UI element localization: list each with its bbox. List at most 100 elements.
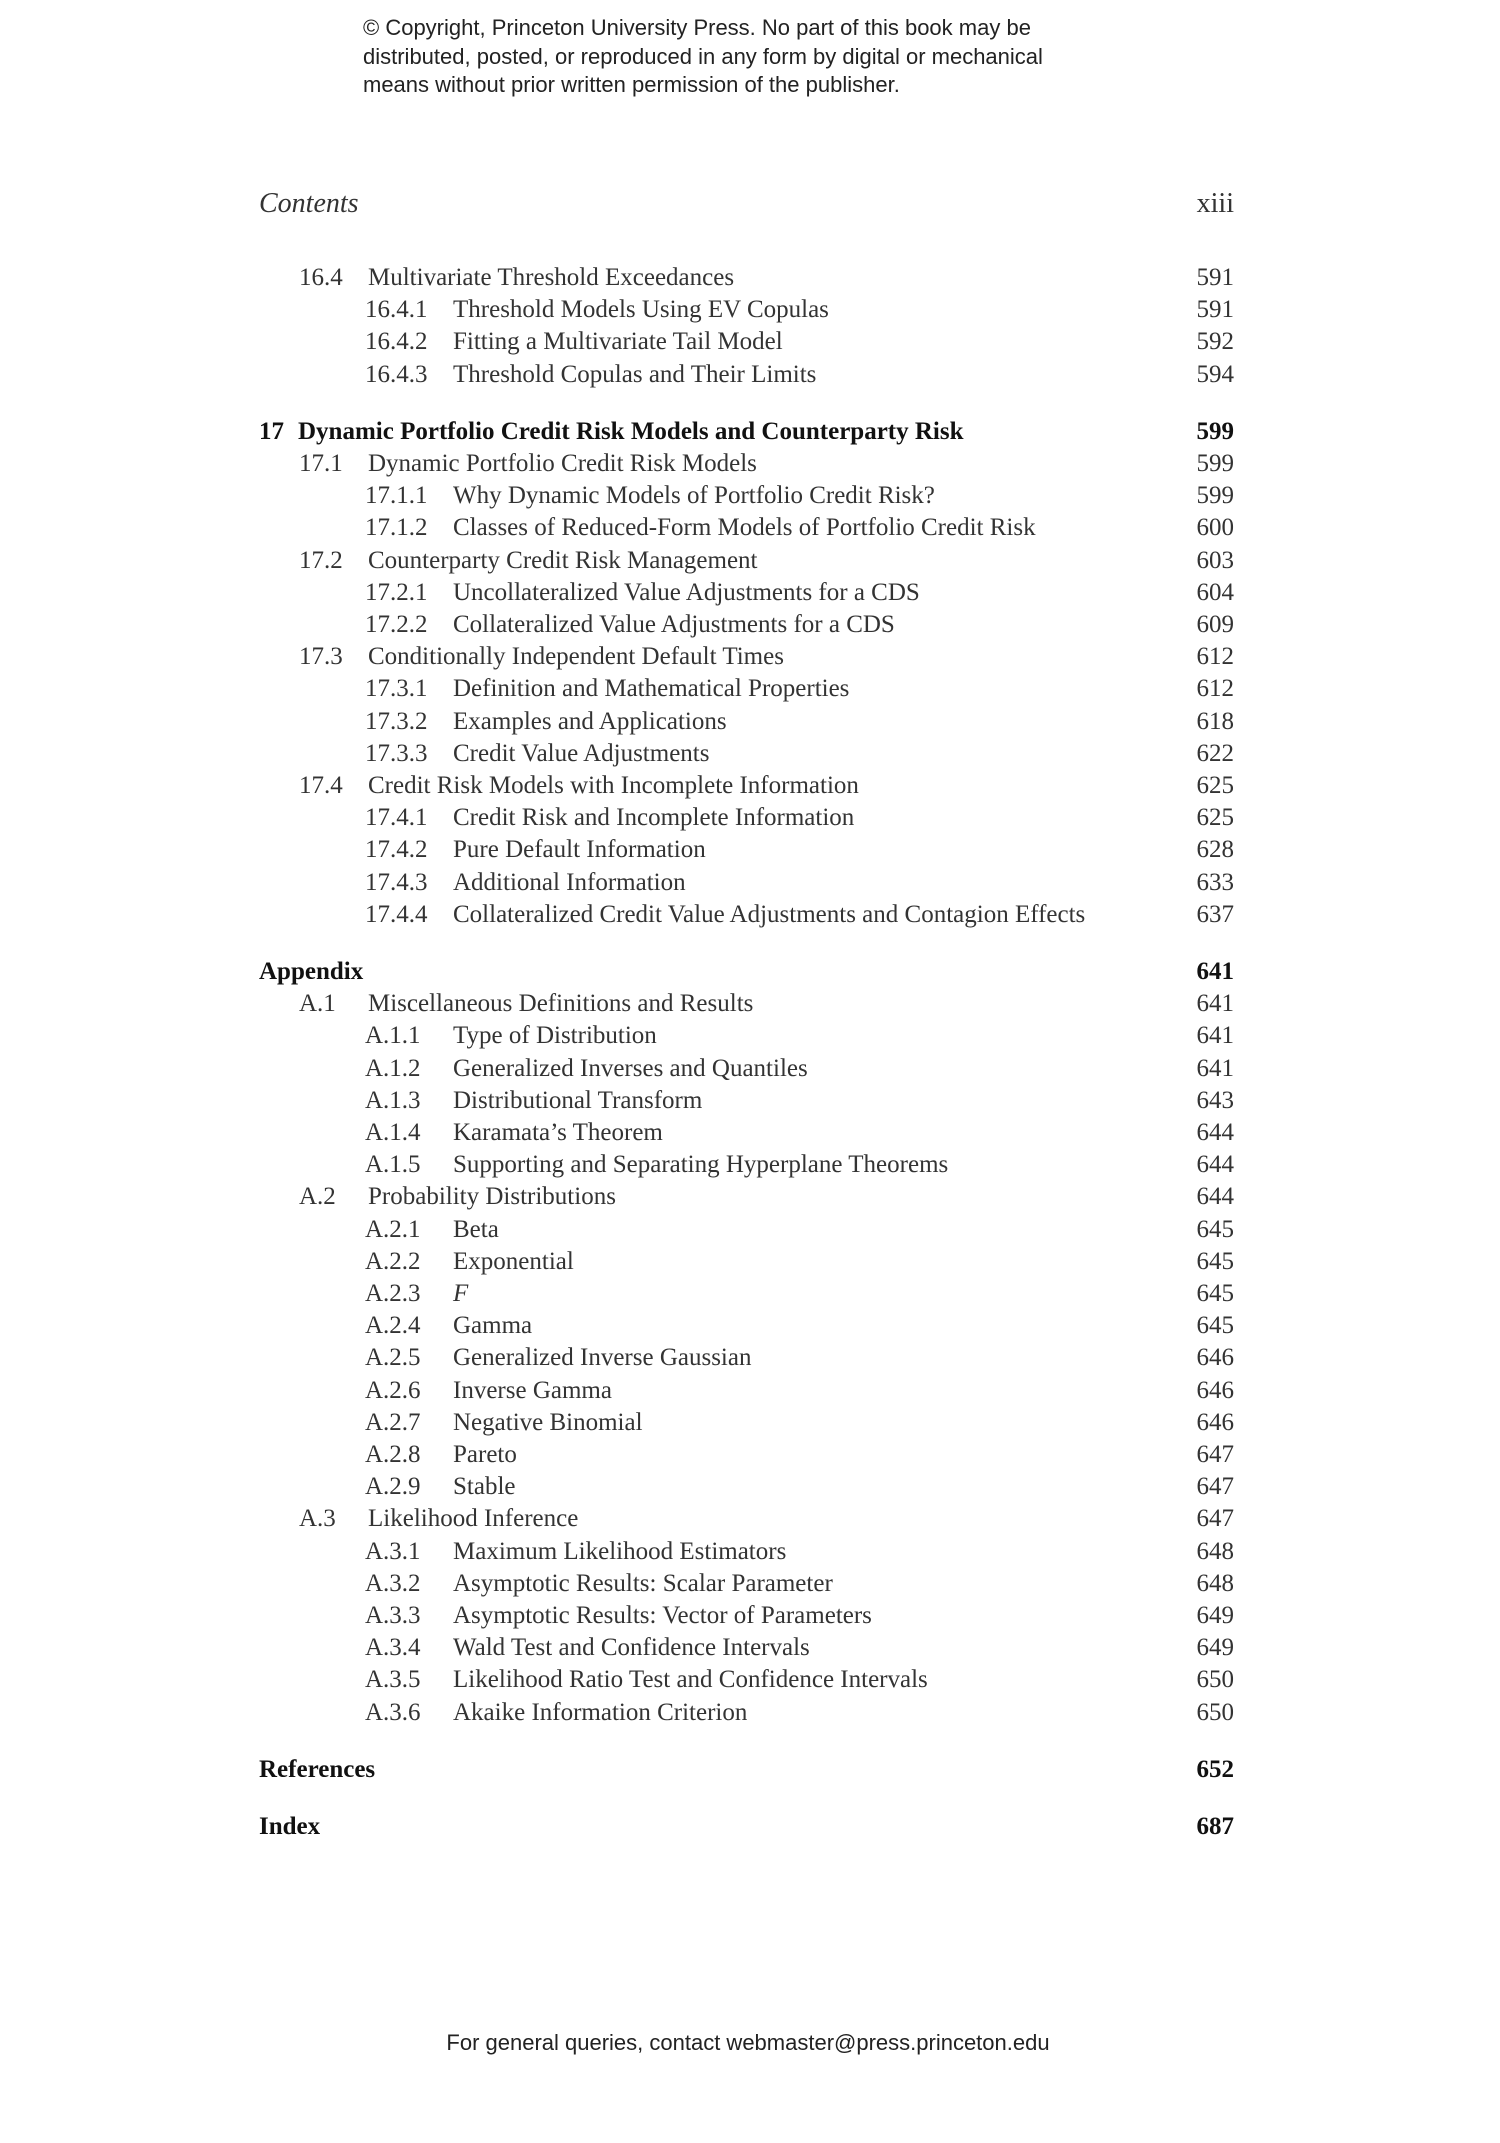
- toc-entry-title: F: [453, 1280, 469, 1307]
- toc-entry[interactable]: A.2.6 Inverse Gamma 646: [0, 1375, 1500, 1407]
- toc-entry-number: 17.3: [299, 643, 343, 671]
- toc-entry-number: A.1.4: [365, 1119, 421, 1146]
- toc-entry[interactable]: 17.1.2 Classes of Reduced-Form Models of …: [0, 512, 1500, 544]
- toc-entry[interactable]: Appendix 641: [0, 956, 1500, 988]
- toc-entry-title: Stable: [453, 1473, 516, 1501]
- toc-entry-page: 687: [1196, 1813, 1235, 1840]
- toc-entry[interactable]: A.2.8 Pareto 647: [0, 1439, 1500, 1471]
- toc-entry[interactable]: 17.3.3 Credit Value Adjustments 622: [0, 738, 1500, 770]
- toc-entry[interactable]: 17.3.1 Definition and Mathematical Proper…: [0, 673, 1500, 705]
- footer-contact: For general queries, contact webmaster@p…: [446, 2030, 1050, 2055]
- toc-entry-title: Collateralized Credit Value Adjustments …: [453, 900, 1086, 928]
- toc-entry[interactable]: A.3.3 Asymptotic Results: Vector of Param…: [0, 1600, 1500, 1632]
- toc-entry-number: 17.3.3: [365, 739, 428, 767]
- toc-entry[interactable]: A.1.5 Supporting and Separating Hyperplan…: [0, 1149, 1500, 1181]
- running-header-page-number: xiii: [1196, 188, 1234, 219]
- toc-entry[interactable]: References 652: [0, 1754, 1500, 1786]
- toc-entry-number: A.2.9: [365, 1473, 421, 1501]
- toc-entry-page: 604: [1196, 578, 1235, 606]
- toc-entry-page: 641: [1196, 1054, 1235, 1082]
- toc-entry[interactable]: A.3.5 Likelihood Ratio Test and Confidenc…: [0, 1664, 1500, 1696]
- toc-entry-number: 17.4.2: [365, 836, 428, 864]
- toc-entry[interactable]: 17.4.3 Additional Information 633: [0, 867, 1500, 899]
- toc-entry-page: 644: [1196, 1151, 1235, 1179]
- toc-entry[interactable]: 16.4.1 Threshold Models Using EV Copulas 5…: [0, 294, 1500, 326]
- toc-entry[interactable]: A.2 Probability Distributions 644: [0, 1181, 1500, 1213]
- toc-entry[interactable]: A.1 Miscellaneous Definitions and Results…: [0, 988, 1500, 1020]
- toc-entry[interactable]: 17.4.2 Pure Default Information 628: [0, 834, 1500, 866]
- toc-entry-page: 645: [1196, 1280, 1235, 1307]
- toc-entry[interactable]: 17.1 Dynamic Portfolio Credit Risk Models…: [0, 448, 1500, 480]
- toc-entry-title: Credit Risk Models with Incomplete Infor…: [368, 772, 859, 799]
- toc-entry[interactable]: A.1.4 Karamata’s Theorem 644: [0, 1117, 1500, 1149]
- toc-entry-number: A.1.3: [365, 1086, 421, 1114]
- toc-entry-title: Beta: [453, 1215, 499, 1243]
- toc-entry[interactable]: 17.1.1 Why Dynamic Models of Portfolio Cr…: [0, 480, 1500, 512]
- toc-entry[interactable]: 17.4.1 Credit Risk and Incomplete Informa…: [0, 802, 1500, 834]
- toc-entry-number: 16.4: [299, 264, 343, 291]
- copyright-line: distributed, posted, or reproduced in an…: [363, 43, 1043, 69]
- toc-entry-page: 592: [1196, 328, 1235, 356]
- toc-entry-title: Akaike Information Criterion: [453, 1698, 748, 1726]
- toc-entry-number: A.3: [299, 1505, 336, 1533]
- toc-entry[interactable]: 17.3 Conditionally Independent Default Ti…: [0, 641, 1500, 673]
- toc-entry[interactable]: A.3.4 Wald Test and Confidence Intervals 6…: [0, 1632, 1500, 1664]
- toc-entry[interactable]: 17.2.2 Collateralized Value Adjustments f…: [0, 609, 1500, 641]
- toc-entry-number: A.2.2: [365, 1247, 421, 1275]
- toc-entry-number: A.2.3: [365, 1280, 421, 1307]
- toc-entry[interactable]: A.3.6 Akaike Information Criterion 650: [0, 1697, 1500, 1729]
- toc-entry[interactable]: A.1.3 Distributional Transform 643: [0, 1085, 1500, 1117]
- toc-entry[interactable]: A.2.3 F 645: [0, 1278, 1500, 1310]
- toc-entry-title: Generalized Inverse Gaussian: [453, 1344, 752, 1372]
- toc-entry-number: A.3.2: [365, 1569, 421, 1597]
- toc-entry[interactable]: A.2.1 Beta 645: [0, 1214, 1500, 1246]
- toc-entry-number: A.2: [299, 1183, 336, 1211]
- toc-entry-number: A.3.5: [365, 1666, 421, 1694]
- toc-entry[interactable]: A.3 Likelihood Inference 647: [0, 1503, 1500, 1535]
- toc-entry[interactable]: A.1.2 Generalized Inverses and Quantiles 6…: [0, 1053, 1500, 1085]
- toc-entry-number: 17: [259, 417, 284, 445]
- toc-entry-page: 599: [1196, 450, 1235, 477]
- toc-entry-title: Index: [259, 1813, 321, 1840]
- toc-entry-number: A.3.4: [365, 1634, 421, 1662]
- toc-entry[interactable]: 17.4.4 Collateralized Credit Value Adjust…: [0, 899, 1500, 931]
- toc-entry[interactable]: 17.4 Credit Risk Models with Incomplete I…: [0, 770, 1500, 802]
- toc-entry[interactable]: Index 687: [0, 1811, 1500, 1843]
- toc-entry-title: Inverse Gamma: [453, 1376, 612, 1404]
- toc-entry-page: 591: [1196, 296, 1235, 324]
- toc-entry-title: Threshold Copulas and Their Limits: [453, 360, 817, 388]
- copyright-line: © Copyright, Princeton University Press.…: [363, 15, 1031, 40]
- toc-entry[interactable]: A.2.9 Stable 647: [0, 1471, 1500, 1503]
- toc-entry-title: Multivariate Threshold Exceedances: [368, 264, 735, 291]
- toc-entry-number: 17.2.2: [365, 611, 428, 638]
- toc-entry[interactable]: 16.4.3 Threshold Copulas and Their Limits…: [0, 359, 1500, 391]
- toc-entry-title: Appendix: [259, 958, 364, 985]
- toc-entry-page: 650: [1196, 1666, 1235, 1694]
- toc-entry[interactable]: A.2.4 Gamma 645: [0, 1310, 1500, 1342]
- toc-entry-title: Collateralized Value Adjustments for a C…: [453, 611, 895, 638]
- toc-entry[interactable]: 16.4 Multivariate Threshold Exceedances 59…: [0, 262, 1500, 294]
- toc-entry-number: A.2.7: [365, 1408, 421, 1436]
- toc-entry[interactable]: 17.3.2 Examples and Applications 618: [0, 706, 1500, 738]
- toc-entry[interactable]: 17.2.1 Uncollateralized Value Adjustments…: [0, 577, 1500, 609]
- toc-entry-page: 591: [1196, 264, 1235, 291]
- toc-entry[interactable]: A.2.7 Negative Binomial 646: [0, 1407, 1500, 1439]
- toc-entry-title: Examples and Applications: [453, 707, 727, 735]
- toc-entry-number: A.1.5: [365, 1151, 421, 1179]
- toc-entry[interactable]: A.3.1 Maximum Likelihood Estimators 648: [0, 1536, 1500, 1568]
- toc-entry-page: 646: [1196, 1408, 1235, 1436]
- toc-entry-number: 17.3.1: [365, 675, 428, 703]
- toc-entry-page: 599: [1196, 482, 1235, 510]
- toc-entry[interactable]: A.2.5 Generalized Inverse Gaussian 646: [0, 1342, 1500, 1374]
- toc-entry[interactable]: 17.2 Counterparty Credit Risk Management 6…: [0, 545, 1500, 577]
- toc-entry-page: 645: [1196, 1215, 1235, 1243]
- toc-entry[interactable]: 16.4.2 Fitting a Multivariate Tail Model 5…: [0, 326, 1500, 358]
- toc-entry[interactable]: A.1.1 Type of Distribution 641: [0, 1020, 1500, 1052]
- toc-entry-title: Additional Information: [453, 868, 686, 896]
- toc-entry[interactable]: A.3.2 Asymptotic Results: Scalar Paramete…: [0, 1568, 1500, 1600]
- toc-entry[interactable]: A.2.2 Exponential 645: [0, 1246, 1500, 1278]
- toc-entry-number: 17.1: [299, 450, 343, 477]
- toc-entry-number: A.2.8: [365, 1441, 421, 1468]
- toc-entry[interactable]: 17 Dynamic Portfolio Credit Risk Models a…: [0, 416, 1500, 448]
- toc-entry-title: Generalized Inverses and Quantiles: [453, 1054, 808, 1082]
